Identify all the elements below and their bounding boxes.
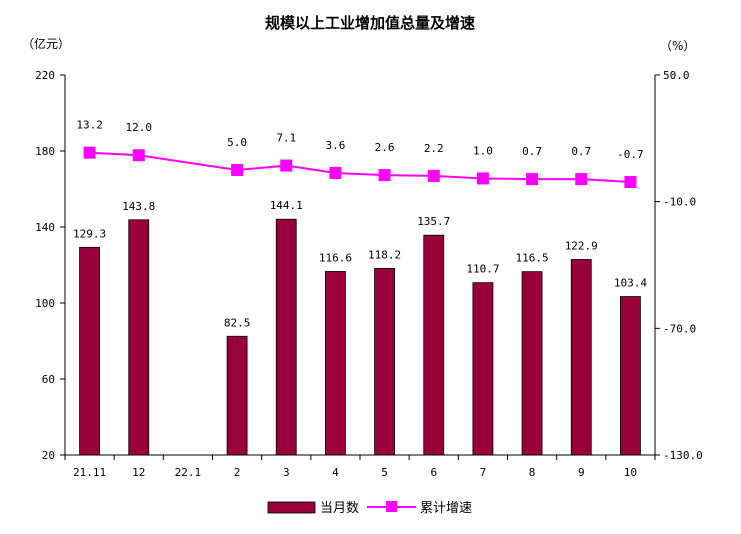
x-tick-label: 8 [529,466,536,479]
bar [128,219,150,456]
growth-marker [427,169,440,182]
growth-marker [83,146,96,159]
growth-value-label: 2.2 [424,142,444,155]
bar [423,234,445,456]
bar-value-label: 110.7 [466,263,499,276]
bar-value-label: 116.5 [516,252,549,265]
growth-marker [280,159,293,172]
left-tick-label: 100 [35,297,55,310]
bar-value-label: 118.2 [368,248,401,261]
legend: 当月数 累计增速 [267,501,472,516]
growth-marker [378,169,391,182]
bar-value-label: 122.9 [565,239,598,252]
growth-marker [231,164,244,176]
growth-marker [132,149,145,162]
x-tick-label: 2 [234,466,241,479]
bar-value-label: 143.8 [122,200,155,213]
bar [620,296,641,456]
bar [226,335,248,456]
growth-marker [476,172,489,185]
growth-marker [526,173,539,186]
bar [570,259,592,456]
growth-marker [575,173,588,186]
right-tick-label: -130.0 [663,449,703,462]
bar [325,271,346,456]
left-tick-label: 60 [42,373,55,386]
legend-line-marker [386,501,397,512]
left-axis-unit: （亿元） [22,36,70,51]
x-tick-label: 12 [132,466,145,479]
growth-value-label: 12.0 [126,121,153,134]
bar-value-label: 129.3 [73,227,106,240]
growth-value-label: 2.6 [375,141,395,154]
bar [275,218,297,456]
legend-line-label: 累计增速 [420,501,472,516]
x-tick-label: 3 [283,466,290,479]
x-tick-label: 7 [480,466,487,479]
legend-bar-label: 当月数 [320,501,359,516]
left-tick-label: 20 [42,449,55,462]
growth-line [89,151,631,184]
growth-marker [329,166,342,179]
left-tick-label: 220 [35,69,55,82]
right-axis-unit: （%） [660,39,695,53]
right-tick-label: -10.0 [663,196,696,209]
bar-value-label: 82.5 [224,316,251,329]
bar [521,271,543,456]
growth-marker [624,176,637,189]
growth-value-label: 5.0 [227,136,247,149]
x-tick-label: 6 [430,466,437,479]
bar-value-label: 135.7 [417,215,450,228]
growth-value-label: 0.7 [571,145,591,158]
left-tick-label: 180 [35,145,55,158]
bar-value-label: 144.1 [270,199,303,212]
left-tick-label: 140 [35,221,55,234]
bar-value-label: 103.4 [614,277,647,290]
x-tick-label: 21.11 [73,466,106,479]
bar [472,282,494,456]
growth-value-label: -0.7 [617,148,644,161]
growth-value-label: 3.6 [325,139,345,152]
x-tick-label: 4 [332,466,339,479]
x-tick-label: 10 [624,466,637,479]
chart-title: 规模以上工业增加值总量及增速 [265,14,475,32]
bar [374,268,395,456]
growth-value-label: 7.1 [276,132,296,145]
x-tick-label: 22.1 [175,466,202,479]
right-tick-label: -70.0 [663,322,696,335]
x-tick-label: 9 [578,466,585,479]
bar [79,246,100,456]
x-tick-label: 5 [381,466,388,479]
right-tick-label: 50.0 [663,69,690,82]
growth-value-label: 1.0 [473,144,493,157]
bar-value-label: 116.6 [319,251,352,264]
legend-bar-swatch [267,501,316,514]
plot-area: 20 60 100 140 180 220 -130.0 -70.0 -10.0 50.0 21.1… [35,69,703,479]
growth-value-label: 0.7 [522,145,542,158]
growth-value-label: 13.2 [76,119,103,132]
